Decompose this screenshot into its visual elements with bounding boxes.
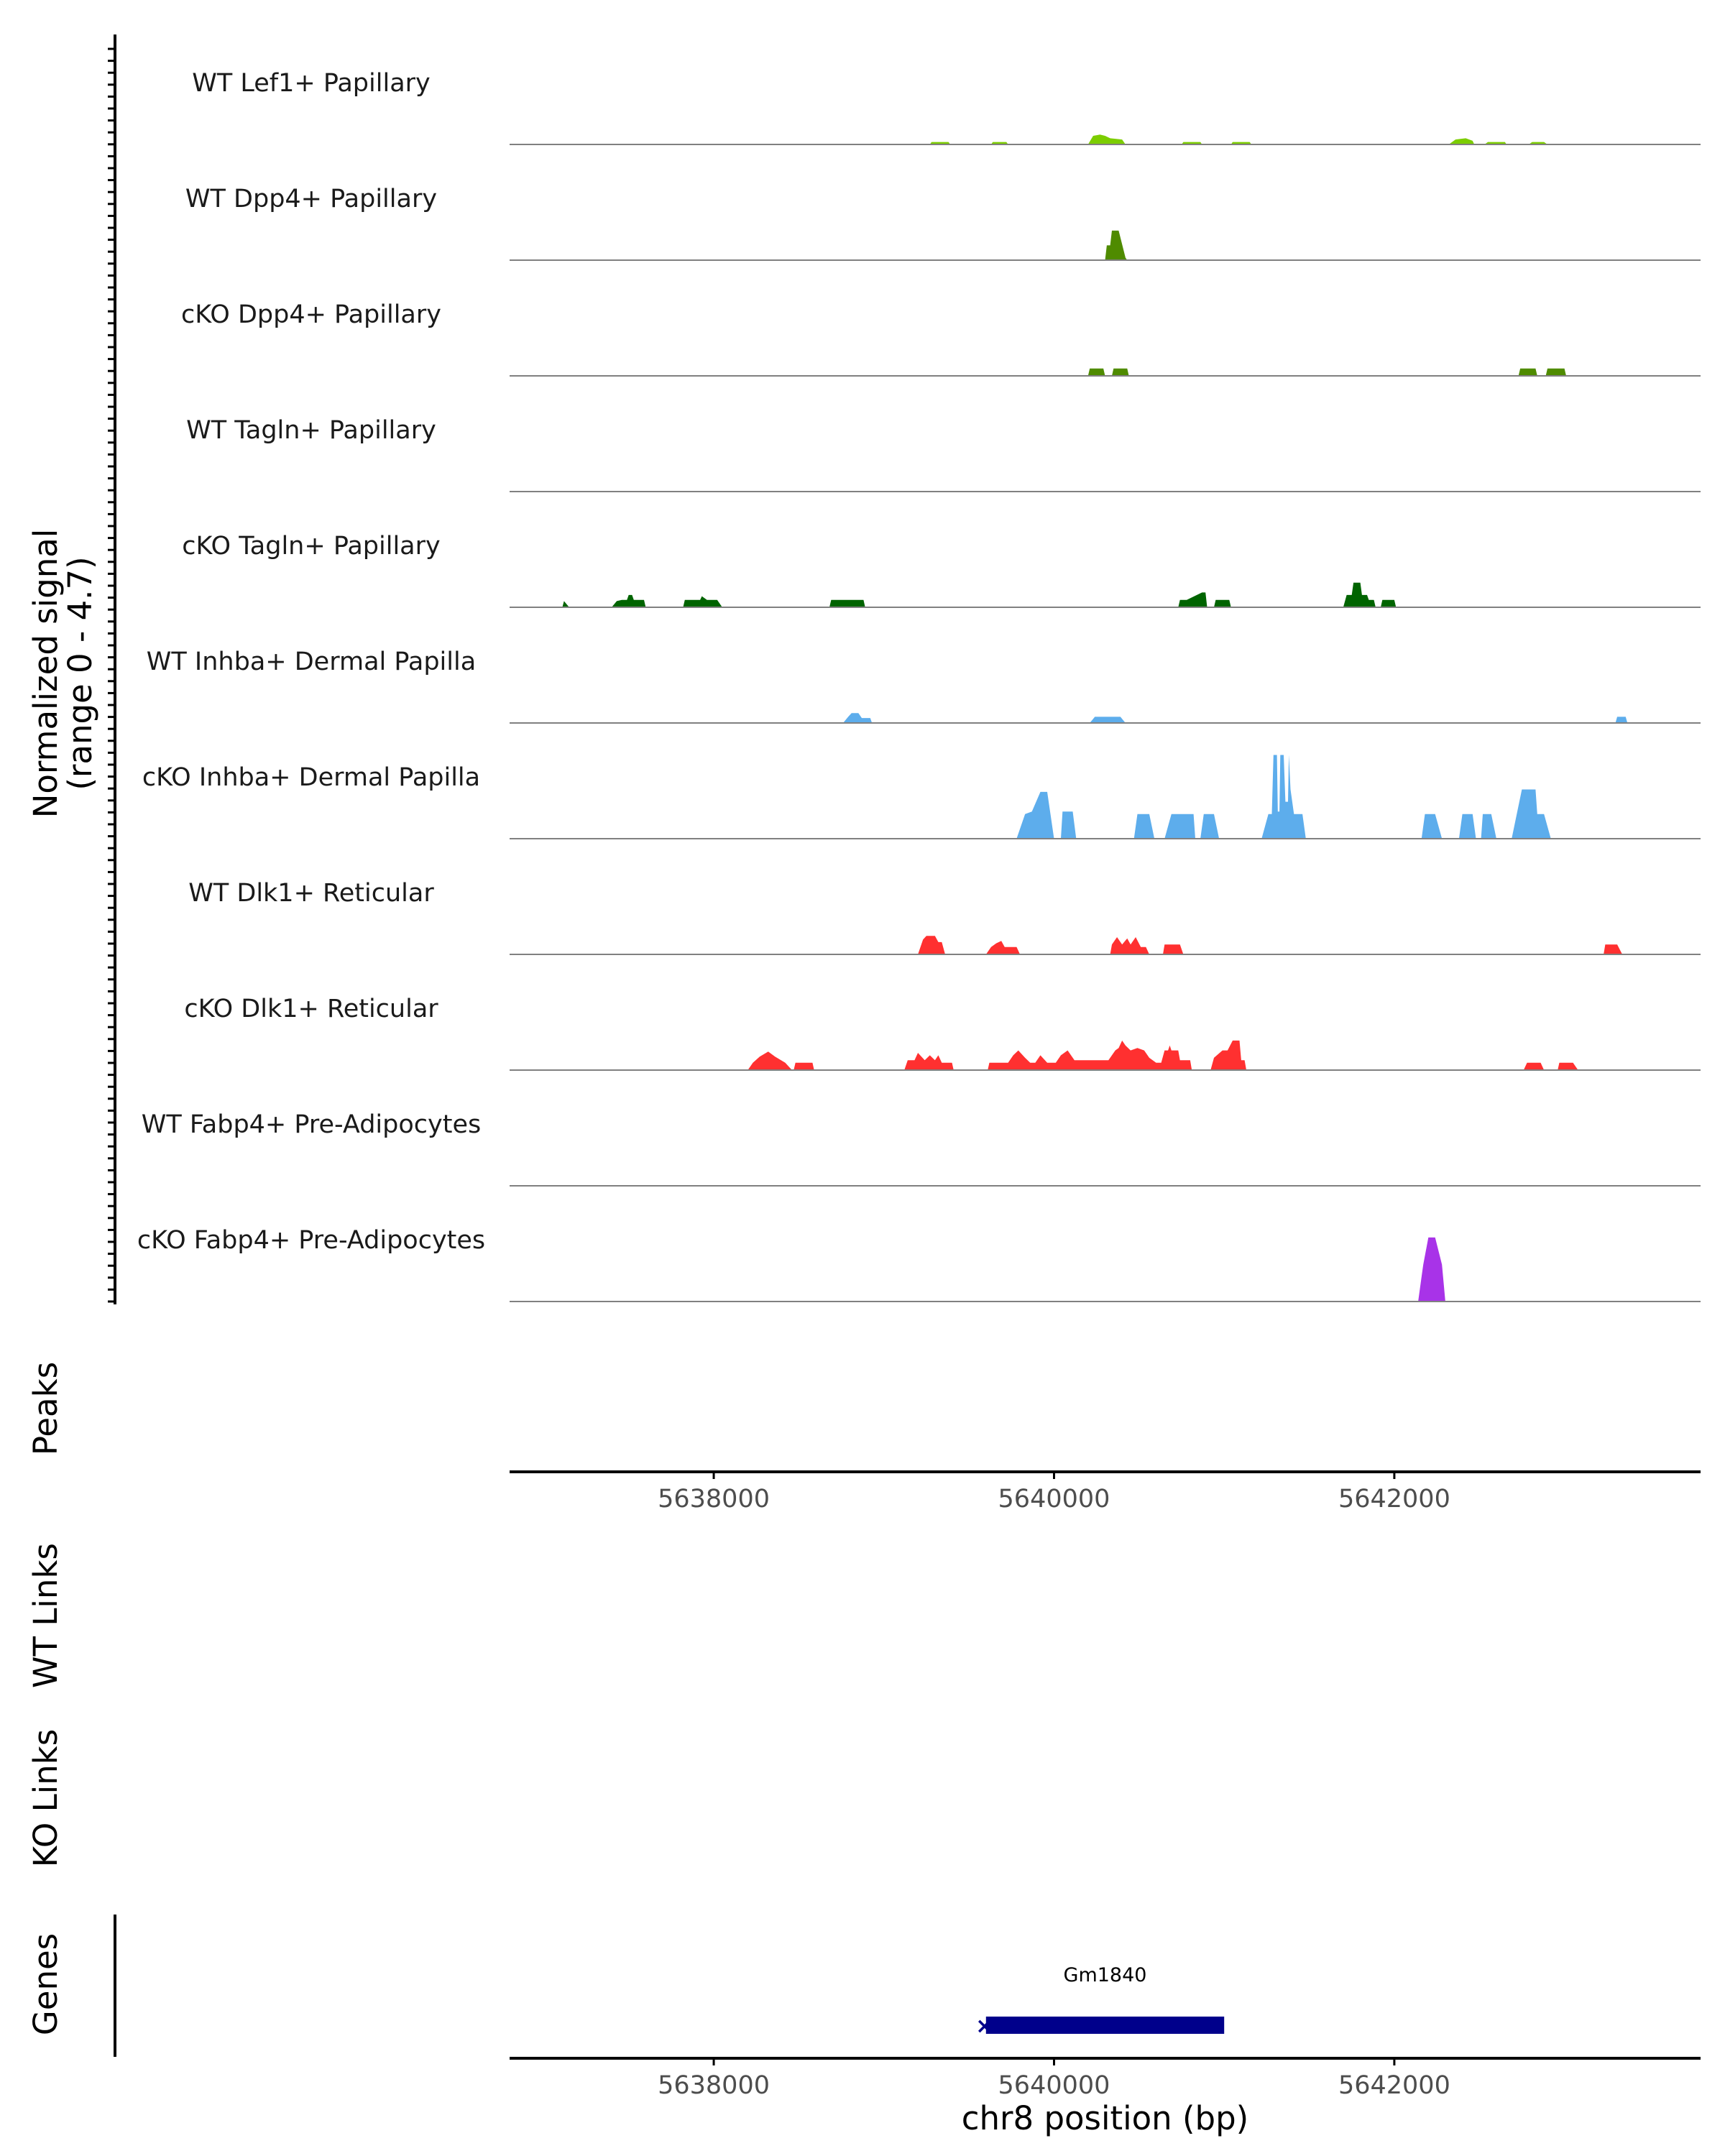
- coverage-area: [1087, 368, 1566, 376]
- track-label: cKO Tagln+ Papillary: [182, 532, 441, 561]
- track-wt-inhba-dermal-papilla: WT Inhba+ Dermal Papilla: [147, 648, 1701, 724]
- genes-panel: Genes Gm1840 × 5638000 5640000 5642000 chr8 po…: [27, 1915, 1701, 2137]
- signal-axis-title-line-2: (range 0 - 4.7): [61, 556, 99, 790]
- track-label: WT Dpp4+ Papillary: [185, 185, 437, 213]
- wt-links-title: WT Links: [27, 1543, 65, 1688]
- coverage-area: [748, 1040, 1578, 1070]
- track-label: WT Tagln+ Papillary: [186, 416, 436, 445]
- x-axis-label: chr8 position (bp): [962, 2099, 1249, 2137]
- track-cko-dpp4-papillary: cKO Dpp4+ Papillary: [181, 300, 1701, 377]
- track-label: cKO Dpp4+ Papillary: [181, 300, 441, 329]
- track-wt-fabp4-pre-adipocytes: WT Fabp4+ Pre-Adipocytes: [142, 1110, 1701, 1187]
- genes-x-tick-label: 5642000: [1338, 2071, 1450, 2100]
- coverage-area: [843, 713, 1628, 723]
- signal-axis-title-line-1: Normalized signal: [27, 529, 65, 819]
- genes-x-tick-label: 5640000: [998, 2071, 1110, 2100]
- track-label: cKO Inhba+ Dermal Papilla: [142, 763, 480, 792]
- track-cko-fabp4-pre-adipocytes: cKO Fabp4+ Pre-Adipocytes: [137, 1226, 1701, 1302]
- track-wt-lef1-papillary: WT Lef1+ Papillary: [192, 69, 1701, 145]
- track-label: WT Lef1+ Papillary: [192, 69, 431, 98]
- peaks-x-tick-label: 5638000: [658, 1485, 770, 1514]
- track-wt-dpp4-papillary: WT Dpp4+ Papillary: [185, 185, 1701, 261]
- track-wt-tagln-papillary: WT Tagln+ Papillary: [186, 416, 1701, 492]
- peaks-panel-title: Peaks: [27, 1362, 65, 1455]
- signal-axis-title: Normalized signal(range 0 - 4.7): [27, 529, 99, 819]
- track-label: cKO Dlk1+ Reticular: [184, 995, 438, 1023]
- coverage-area: [562, 582, 1397, 607]
- track-cko-dlk1-reticular: cKO Dlk1+ Reticular: [184, 995, 1701, 1071]
- track-cko-inhba-dermal-papilla: cKO Inhba+ Dermal Papilla: [142, 755, 1701, 839]
- track-cko-tagln-papillary: cKO Tagln+ Papillary: [182, 532, 1701, 608]
- coverage-area: [918, 936, 1623, 954]
- coverage-area: [1418, 1237, 1445, 1302]
- links-panels: WT Links KO Links: [27, 1543, 65, 1867]
- peaks-panel: Peaks 5638000 5640000 5642000: [27, 1362, 1701, 1514]
- coverage-area: [929, 134, 1547, 144]
- track-label: WT Inhba+ Dermal Papilla: [147, 648, 476, 676]
- signal-y-axis: [108, 34, 116, 1304]
- coverage-area: [1105, 230, 1128, 260]
- gene-strand-marker: ×: [975, 2014, 993, 2039]
- track-label: cKO Fabp4+ Pre-Adipocytes: [137, 1226, 485, 1255]
- track-label: WT Dlk1+ Reticular: [188, 879, 434, 908]
- gene-gm1840: Gm1840 ×: [975, 1964, 1225, 2039]
- peaks-x-tick-label: 5642000: [1338, 1485, 1450, 1514]
- genes-x-tick-label: 5638000: [658, 2071, 770, 2100]
- ko-links-title: KO Links: [27, 1729, 65, 1867]
- track-wt-dlk1-reticular: WT Dlk1+ Reticular: [188, 879, 1701, 955]
- genes-panel-title: Genes: [27, 1933, 65, 2035]
- gene-body: [985, 2017, 1225, 2034]
- track-label: WT Fabp4+ Pre-Adipocytes: [142, 1110, 481, 1139]
- gene-name-label: Gm1840: [1064, 1964, 1147, 1986]
- coverage-area: [1016, 755, 1551, 839]
- coverage-tracks: WT Lef1+ Papillary WT Dpp4+ Papillary cKO …: [137, 69, 1701, 1302]
- peaks-x-tick-label: 5640000: [998, 1485, 1110, 1514]
